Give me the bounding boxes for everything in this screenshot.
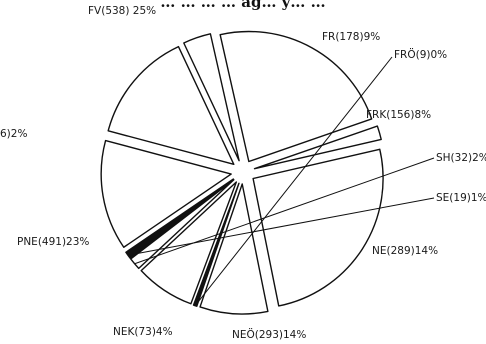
pie-slice-ne [107,45,235,166]
pie-slice-6-2 [253,125,382,170]
slice-label: 6)2% [0,128,27,140]
leader-line [194,56,393,307]
chart-title: … … … … ag… y… … [160,0,325,11]
pie-slice-nek [183,33,240,162]
slice-label: NE(289)14% [372,245,438,257]
pie-slice-sh [130,179,235,270]
slice-label: NEÖ(293)14% [232,328,306,341]
pie-slice-fv [252,148,384,307]
slice-label: SH(32)2% [436,152,486,164]
slice-labels-layer: FV(538) 25% FR(178)9% FRÖ(9)0% FRK(156)8% SH… [0,5,486,341]
pie-slice-se [125,178,234,259]
slice-label: FV(538) 25% [88,5,156,17]
slices-layer [100,30,384,315]
slice-label: SE(19)1% [436,192,486,204]
pie-slice-fr [199,183,269,315]
leader-line [134,157,435,265]
slice-label: PNE(491)23% [17,236,89,248]
pie-slice-fr [192,182,240,307]
slice-label: NEK(73)4% [113,326,173,338]
leader-lines-layer [127,56,435,307]
pie-slice-pne [219,30,373,163]
slice-label: FR(178)9% [322,31,380,43]
pie-slice-frk [140,181,238,305]
slice-label: FRÖ(9)0% [394,48,447,61]
pie-slice-ne [100,139,232,248]
slice-label: FRK(156)8% [366,109,431,121]
leader-line [127,197,435,256]
